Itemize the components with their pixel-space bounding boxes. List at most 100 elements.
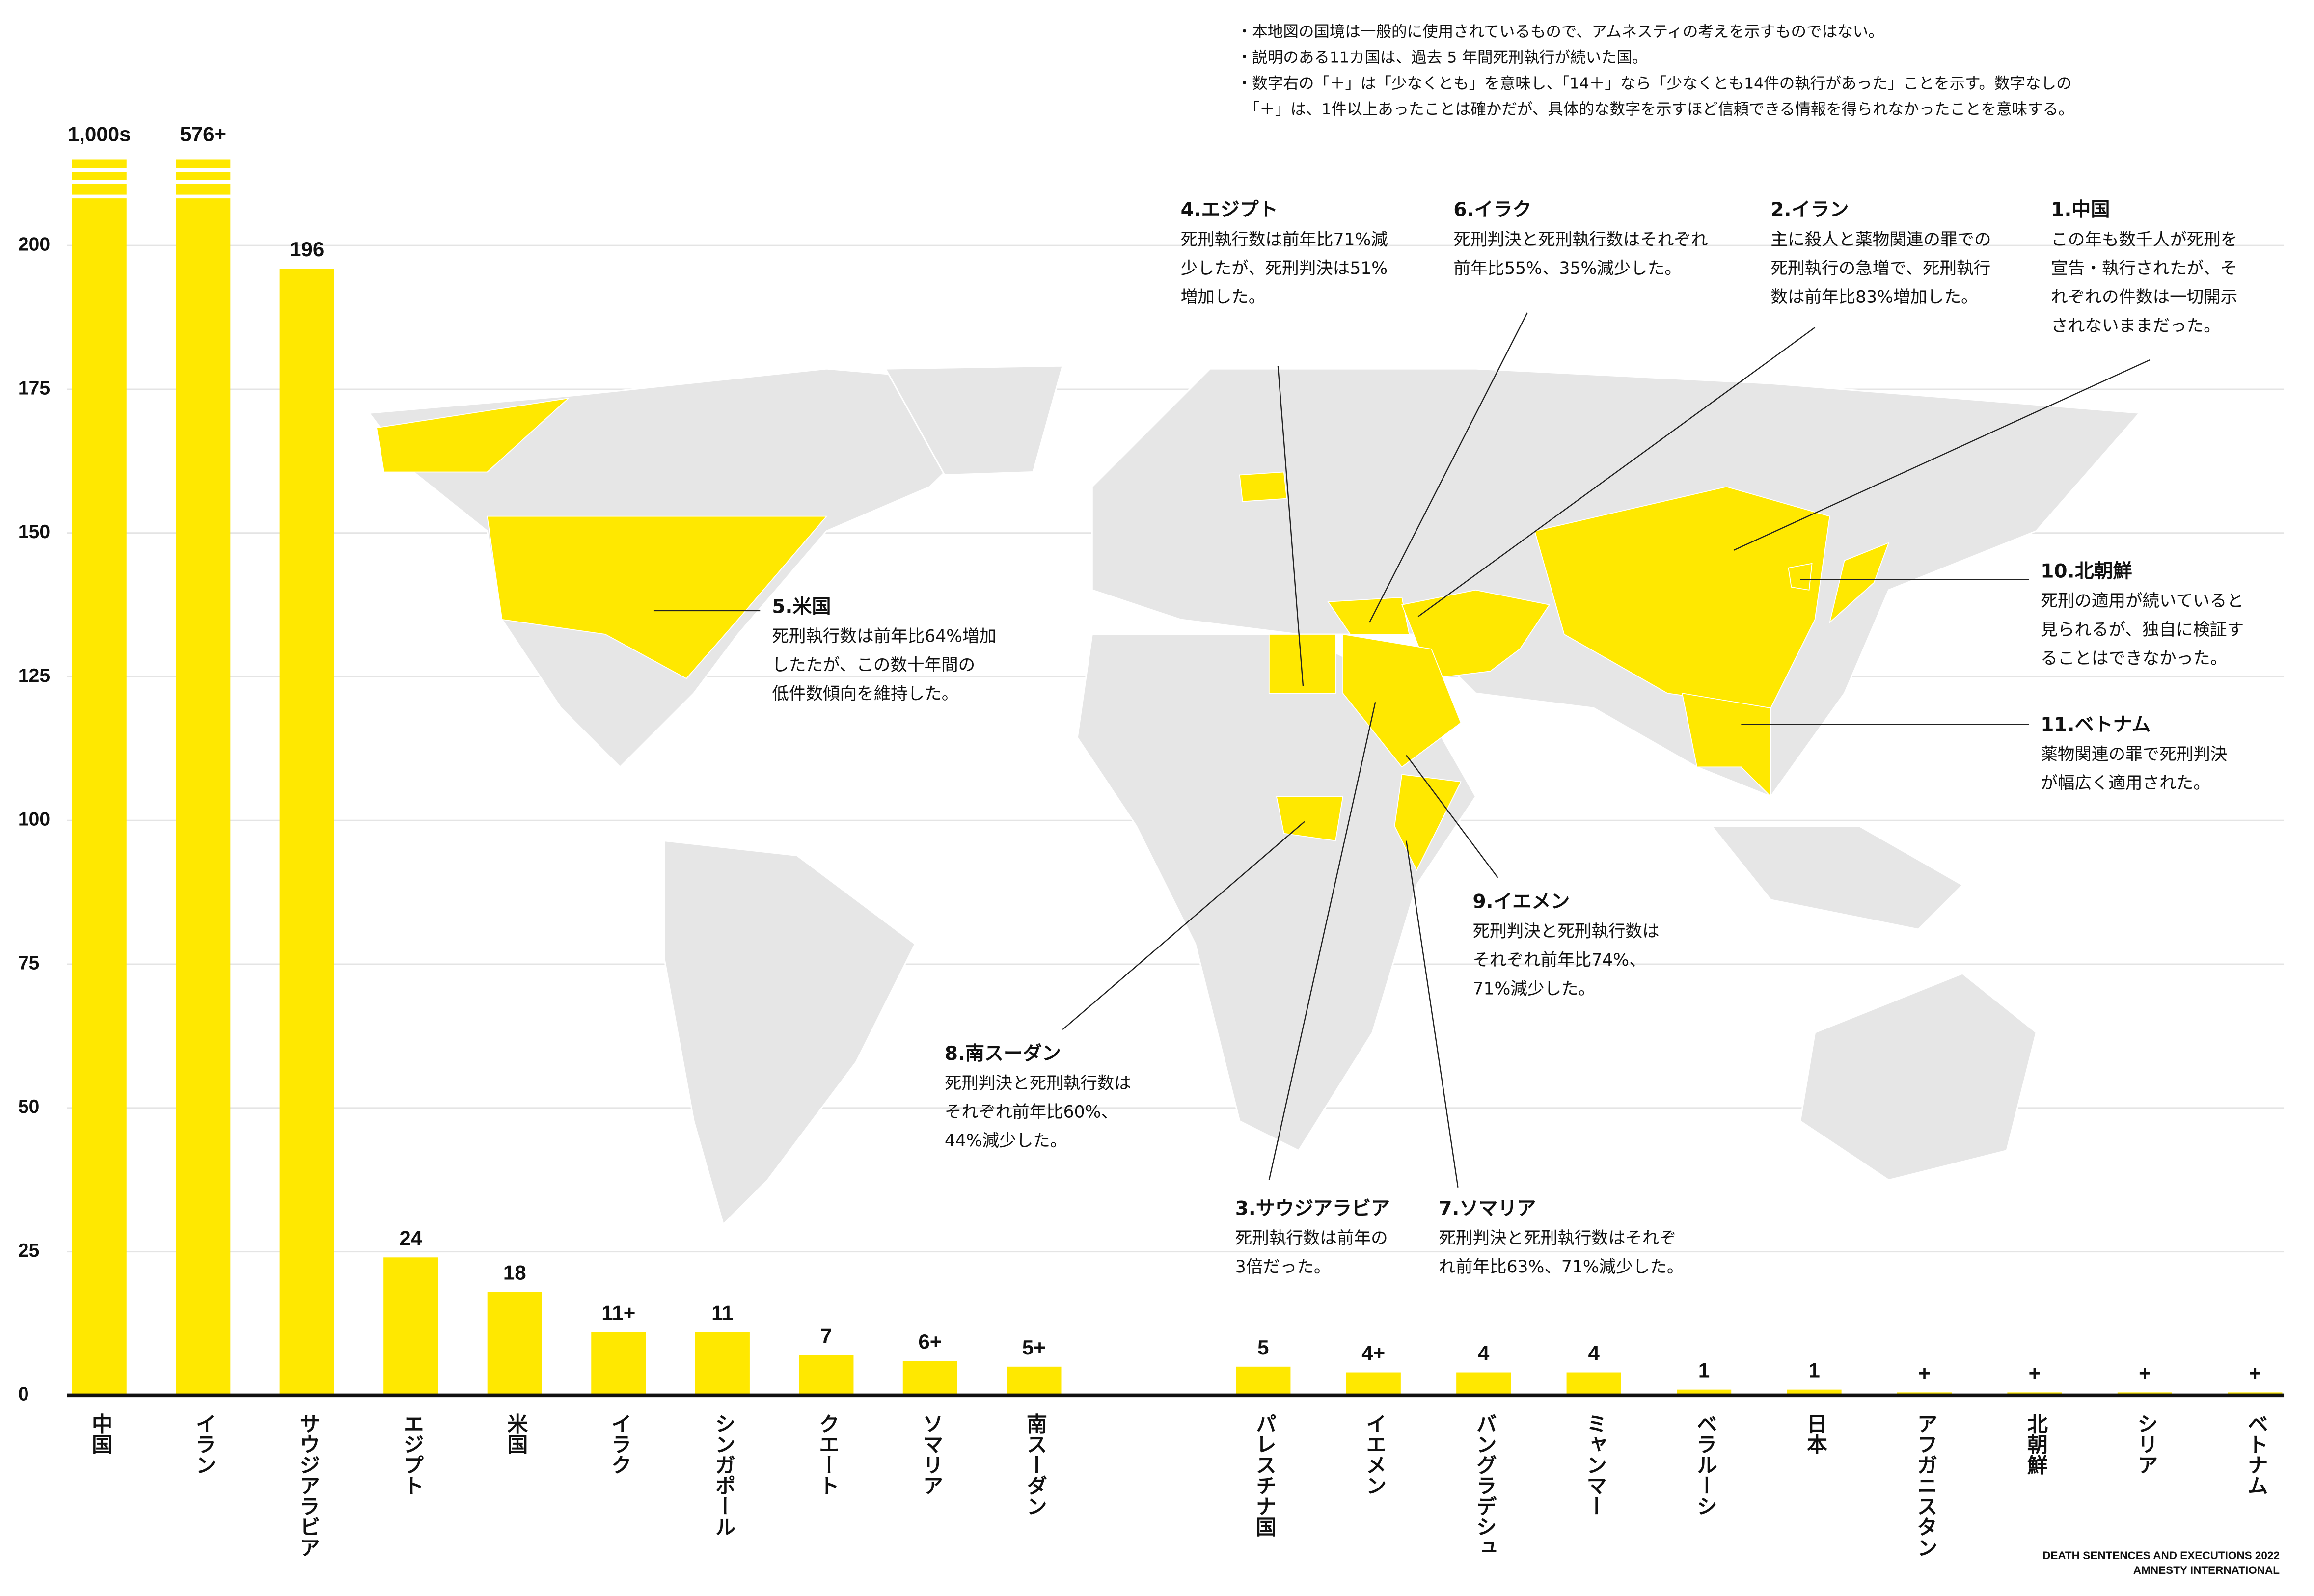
annotation-text: 死刑執行数は前年比71%減 [1181,230,1388,249]
annotation-text: が幅広く適用された。 [2041,773,2210,793]
x-tick-label: クエート [816,1413,840,1495]
note: ・数字右の「＋」は「少なくとも」を意味し、「14＋」なら「少なくとも14件の執行… [1237,75,2072,92]
annotation-text: 死刑執行の急増で、死刑執行 [1770,259,1990,278]
footer: DEATH SENTENCES AND EXECUTIONS 2022 [2042,1549,2280,1562]
value-label: 7 [820,1324,832,1347]
x-tick-label: イラク [608,1413,632,1475]
x-tick-label: イエメン [1363,1413,1387,1495]
y-tick-label: 75 [18,952,39,974]
break-mark [174,194,232,199]
x-tick-label: シリア [2134,1413,2158,1475]
x-tick-label: ソマリア [920,1413,944,1495]
bar [279,269,334,1396]
bar [1787,1389,1842,1396]
x-tick-label: パレスチナ国 [1252,1413,1277,1537]
annotation-text: 3倍だった。 [1235,1257,1331,1277]
y-tick-label: 150 [18,521,50,542]
annotation-text: 死刑判決と死刑執行数は [1472,921,1659,941]
leader-line [1733,359,2151,551]
annotation-text: したたが、この数十年間の [772,655,975,675]
x-tick-label: エジプト [400,1413,424,1495]
y-tick-label: 50 [18,1096,39,1117]
x-tick-label: バングラデシュ [1473,1413,1497,1557]
x-tick-label: ベトナム [2244,1413,2268,1495]
myanmar-vietnam [1682,693,1771,798]
value-label: + [1918,1361,1931,1384]
annotation-title: 3.サウジアラビア [1235,1197,1390,1219]
bar [695,1332,750,1396]
annotation-title: 4.エジプト [1181,199,1278,221]
leader-line [1406,755,1498,878]
bar [1236,1366,1291,1396]
australia [1799,973,2037,1181]
bar-chart: 02550751001251501752001,000s中国576+イラン196… [18,123,2285,1558]
leader-lines [653,312,2151,1188]
bar [799,1355,854,1396]
y-tick-label: 100 [18,809,50,830]
value-label: + [2139,1361,2151,1384]
value-label: + [2249,1361,2261,1384]
x-tick-label: 南スーダン [1023,1413,1047,1516]
value-label: 6+ [918,1330,942,1353]
x-tick-label: ベラルーシ [1693,1413,1717,1516]
world-map [368,365,2141,1226]
leader-line [1268,702,1376,1180]
y-tick-label: 25 [18,1240,39,1261]
value-label: 4 [1478,1342,1490,1365]
value-label: 18 [503,1261,526,1284]
bar [72,159,127,1396]
annotation-text: 低件数傾向を維持した。 [772,684,958,704]
iraq-syria [1327,596,1410,635]
annotation-text: 死刑判決と死刑執行数はそれぞ [1439,1228,1676,1248]
bar [487,1292,542,1396]
bar [591,1332,646,1396]
south-sudan [1276,796,1344,841]
x-tick-label: アフガニスタン [1914,1413,1938,1557]
value-label: 24 [399,1226,422,1249]
annotation-text: 死刑執行数は前年の [1235,1228,1388,1248]
annotation-text: ることはできなかった。 [2041,649,2227,669]
break-mark [174,180,232,184]
value-label: 5 [1257,1336,1269,1359]
value-label: 1 [1698,1359,1710,1382]
belarus [1239,471,1287,502]
annotation-title: 11.ベトナム [2041,714,2151,736]
annotation-title: 8.南スーダン [945,1043,1061,1065]
bar [383,1257,438,1396]
annotation-text: 死刑の適用が続いていると [2041,591,2244,611]
leader-line [1277,366,1304,686]
y-tick-label: 125 [18,665,50,686]
bar [1346,1372,1401,1396]
annotation-text: 死刑判決と死刑執行数はそれぞれ [1453,230,1708,249]
japan [1829,542,1890,624]
southeast-asia-islands [1710,825,1964,930]
north-korea [1788,563,1813,591]
annotation-title: 1.中国 [2051,199,2110,221]
y-tick-label: 0 [18,1384,29,1405]
south-america [663,839,916,1226]
value-label: 11+ [601,1301,635,1325]
x-tick-label: ミャンマー [1583,1413,1607,1516]
value-label: 576+ [180,123,226,146]
annotation-text: されないままだった。 [2051,316,2220,336]
annotation-text: 44%減少した。 [945,1131,1067,1151]
y-tick-label: 175 [18,378,50,399]
bar [902,1361,957,1396]
value-label: 4 [1588,1342,1600,1365]
x-tick-label: イラン [192,1413,217,1475]
annotation-text: 宣告・執行されたが、そ [2051,259,2237,278]
x-tick-label: シンガポール [712,1413,736,1537]
break-mark [174,168,232,172]
annotation-text: 死刑判決と死刑執行数は [945,1074,1131,1093]
break-mark [70,180,128,184]
x-tick-label: 北朝鮮 [2024,1413,2048,1475]
saudi-arabia-yemen [1342,633,1462,768]
value-label: 196 [290,238,324,261]
annotation-title: 5.米国 [772,595,831,618]
china [1534,486,1830,709]
egypt [1268,634,1336,694]
annotation-text: それぞれ前年比74%、 [1472,950,1646,970]
annotation-text: 死刑執行数は前年比64%増加 [772,626,996,646]
value-label: 1,000s [68,123,131,146]
